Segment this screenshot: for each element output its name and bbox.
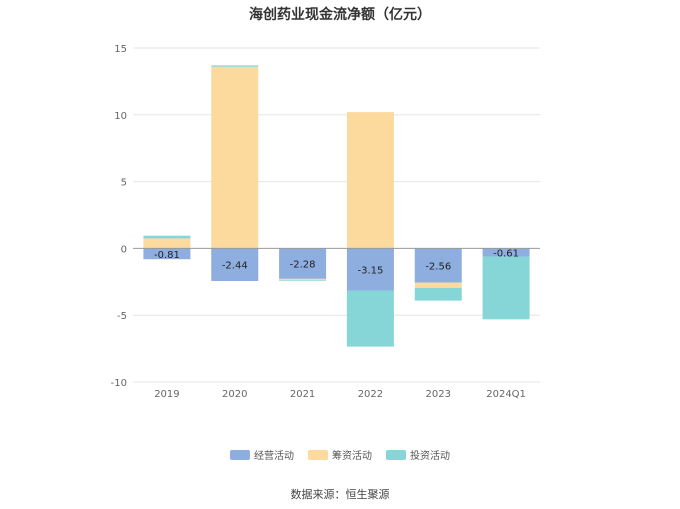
bar-segment [279, 278, 327, 281]
x-tick-label: 2023 [426, 389, 451, 400]
data-label: -3.15 [357, 265, 383, 276]
y-tick-label: -10 [111, 378, 127, 389]
grid-layer [133, 47, 540, 383]
legend-swatch [308, 449, 328, 460]
bar-segment [414, 287, 462, 301]
legend-label: 经营活动 [254, 451, 294, 462]
y-tick-label: 0 [121, 244, 127, 255]
legend-item[interactable]: 筹资活动 [308, 447, 372, 462]
bar-segment [211, 65, 259, 67]
x-tick-label: 2021 [290, 389, 315, 400]
y-tick-label: 5 [121, 178, 127, 189]
data-label: -0.81 [154, 250, 180, 261]
data-label: -0.61 [493, 248, 519, 259]
data-label: -2.28 [290, 260, 316, 271]
legend-label: 投资活动 [410, 451, 450, 462]
bar-segment [143, 235, 191, 239]
data-label: -2.44 [222, 261, 248, 272]
y-tick-label: -5 [117, 311, 127, 322]
data-label: -2.56 [425, 262, 451, 273]
x-tick-label: 2022 [358, 389, 383, 400]
legend-item[interactable]: 经营活动 [230, 447, 294, 462]
bar-segment [414, 248, 462, 283]
axis-layer: 15 10 5 0 -5 -10 2019 2020 2021 2022 2023 2024Q1 [111, 44, 540, 400]
source-note: 数据来源：恒生聚源 [290, 488, 390, 501]
bar-layer [143, 65, 530, 347]
bar-segment [482, 248, 530, 257]
legend-label: 筹资活动 [332, 451, 372, 462]
legend-swatch [386, 449, 406, 460]
y-tick-label: 10 [114, 111, 127, 122]
bar-segment [279, 248, 327, 279]
chart-plot: 15 10 5 0 -5 -10 2019 2020 2021 2022 2023 2024Q1 -0… [111, 44, 540, 400]
bar-segment [346, 290, 394, 347]
bar-segment [346, 112, 394, 249]
legend: 经营活动 筹资活动 投资活动 [0, 447, 680, 462]
bar-segment [346, 248, 394, 291]
legend-item[interactable]: 投资活动 [386, 447, 450, 462]
label-layer: -0.81 -2.44 -2.28 -3.15 -2.56 -0.61 [154, 248, 519, 276]
y-tick-label: 15 [114, 44, 127, 55]
bar-segment [211, 248, 259, 281]
x-tick-label: 2024Q1 [486, 389, 526, 400]
bar-segment [414, 282, 462, 288]
chart-title: 海创药业现金流净额（亿元） [249, 7, 431, 23]
x-tick-label: 2020 [222, 389, 247, 400]
bar-segment [143, 238, 191, 249]
bar-segment [211, 66, 259, 249]
bar-segment [143, 248, 191, 260]
bar-segment [279, 280, 327, 281]
bar-segment [482, 256, 530, 320]
legend-swatch [230, 449, 250, 460]
x-tick-label: 2019 [154, 389, 179, 400]
